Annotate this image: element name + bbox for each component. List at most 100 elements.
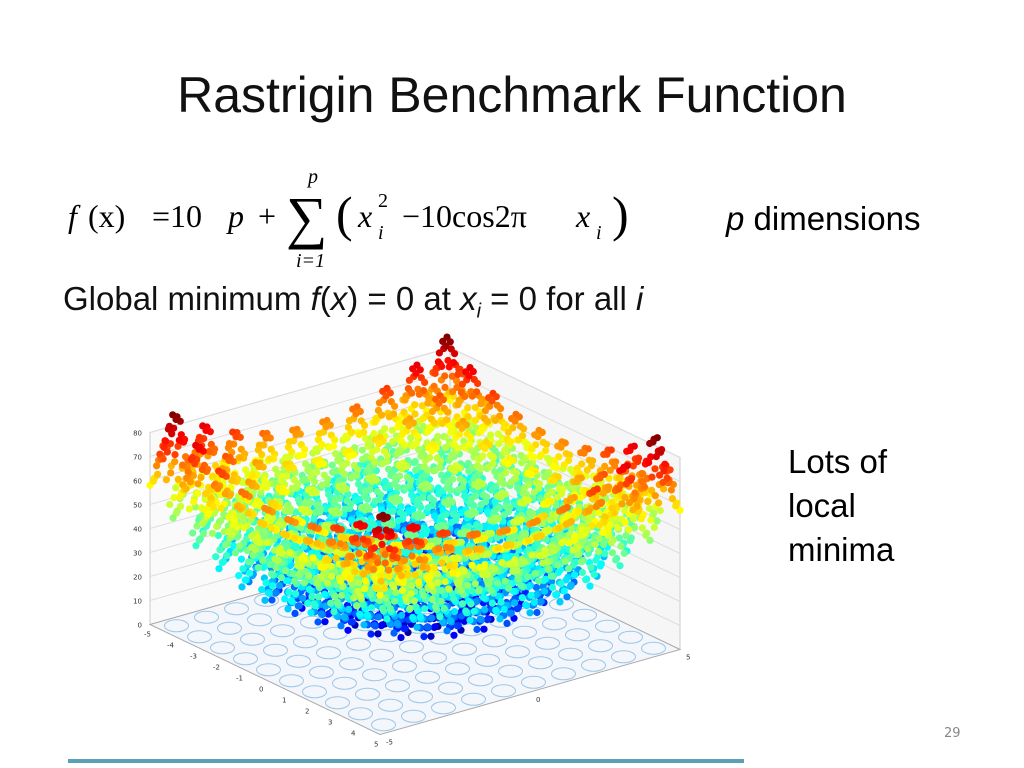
surface-point — [507, 478, 515, 486]
surface-point — [587, 563, 595, 571]
surface-point — [359, 601, 367, 609]
surface-point — [371, 458, 379, 466]
surface-point — [484, 579, 492, 587]
surface-point — [573, 478, 581, 486]
contour — [512, 625, 537, 639]
surface-point — [474, 456, 482, 464]
surface-point — [476, 535, 484, 543]
surface-point — [553, 464, 561, 472]
surface-point — [308, 489, 316, 497]
paren: ( — [336, 186, 353, 242]
text: x — [330, 280, 348, 317]
surface-point — [329, 468, 337, 476]
surface-point — [476, 615, 484, 623]
surface-point — [526, 609, 534, 617]
surface-point — [595, 535, 603, 543]
surface-point — [550, 457, 559, 465]
surface-point — [488, 599, 496, 607]
surface-point — [500, 424, 508, 432]
surface-point — [295, 570, 303, 578]
surface-point — [201, 495, 209, 504]
text: i — [476, 300, 482, 323]
surface-point — [356, 610, 364, 618]
surface-point — [494, 579, 502, 588]
text: i — [636, 280, 644, 317]
surface-point — [305, 572, 313, 580]
surface-point — [467, 511, 475, 519]
surface-point — [393, 619, 401, 628]
surface-point — [418, 402, 426, 410]
surface-point — [194, 490, 202, 498]
surface-point — [435, 349, 443, 357]
surface-point — [298, 471, 306, 479]
note: Lots of local minima — [788, 440, 894, 572]
surface-point — [481, 523, 489, 531]
text: Lots of — [788, 443, 888, 480]
surface-point — [266, 560, 274, 569]
surface-point — [550, 546, 559, 555]
surface-point — [205, 447, 213, 455]
surface-point — [481, 407, 489, 415]
surface-point — [500, 511, 508, 519]
surface-point — [261, 596, 269, 604]
surface-point — [421, 378, 429, 386]
surface-point — [262, 579, 270, 587]
surface-point — [479, 571, 487, 579]
surface-point — [629, 462, 637, 470]
surface-point — [470, 502, 478, 510]
surface-point — [656, 471, 664, 479]
surface-point — [168, 430, 176, 438]
surface-point — [264, 506, 272, 514]
surface-point — [571, 571, 579, 579]
surface-point — [348, 473, 356, 481]
surface-point — [371, 418, 379, 426]
surface-point — [596, 474, 604, 482]
surface-point — [600, 540, 608, 549]
surface-point — [358, 446, 366, 454]
surface-point — [240, 524, 248, 532]
surface-point — [389, 438, 397, 446]
surface-point — [548, 583, 557, 592]
surface-point — [618, 500, 626, 508]
surface-point — [310, 600, 318, 608]
surface-point — [646, 536, 654, 545]
surface-point — [605, 474, 613, 482]
surface-point — [337, 622, 345, 630]
surface-point — [424, 466, 432, 474]
surface-point — [239, 565, 247, 573]
text: x — [460, 280, 477, 317]
surface-point — [401, 396, 409, 404]
surface-point — [424, 504, 432, 512]
contour — [452, 642, 477, 656]
surface-point — [483, 616, 491, 624]
surface-point — [232, 433, 240, 441]
surface-point — [444, 500, 452, 508]
surface-point — [398, 611, 406, 619]
surface-point — [285, 438, 293, 446]
surface-point — [603, 450, 611, 458]
surface-point — [471, 403, 479, 412]
contour — [461, 692, 486, 706]
surface-point — [645, 504, 654, 513]
surface-point — [424, 427, 432, 435]
contour — [399, 640, 424, 654]
surface-point — [621, 493, 629, 502]
surface-point — [509, 567, 517, 575]
surface-point — [503, 619, 511, 628]
surface-point — [197, 473, 205, 482]
surface-point — [271, 502, 279, 510]
surface-point — [466, 616, 474, 624]
surface-point — [544, 565, 552, 573]
surface-point — [355, 431, 363, 439]
surface-point — [321, 590, 329, 598]
surface-point — [255, 463, 263, 471]
surface-point — [527, 591, 535, 599]
surface-point — [619, 465, 627, 473]
surface-point — [328, 461, 336, 469]
surface-point — [235, 572, 243, 580]
surface-point — [171, 458, 179, 466]
surface-point — [668, 495, 677, 503]
surface-point — [516, 534, 524, 542]
surface-point — [458, 380, 466, 388]
surface-point — [467, 600, 475, 608]
